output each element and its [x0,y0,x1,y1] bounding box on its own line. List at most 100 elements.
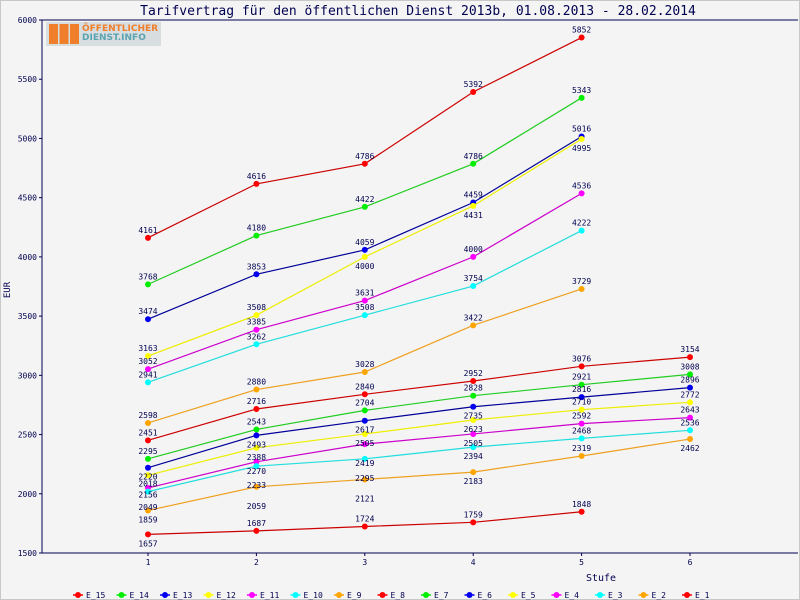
x-tick-label: 1 [146,558,151,567]
data-label: 2735 [464,412,483,421]
x-tick-label: 6 [688,558,693,567]
legend-item-label: E_11 [260,591,279,600]
data-label: 2059 [247,502,266,511]
data-label: 3853 [247,262,266,271]
data-point-e_10 [470,283,477,290]
data-point-e_3 [145,488,151,495]
y-tick-label: 4500 [18,194,37,203]
legend-item-label: E_9 [347,591,362,600]
data-label: 2462 [680,444,699,453]
data-label: 4161 [138,226,157,235]
data-point-e_2 [361,476,368,483]
data-point-e_14 [361,203,368,210]
data-point-e_5 [253,444,260,451]
legend-marker [510,592,516,598]
data-point-e_8 [253,405,260,412]
data-label: 1657 [138,539,157,548]
data-label: 2543 [247,417,266,426]
data-point-e_5 [578,406,585,413]
data-point-e_6 [253,432,260,439]
data-label: 3508 [247,303,266,312]
data-label: 3028 [355,360,374,369]
x-tick-label: 5 [579,558,584,567]
data-point-e_13 [253,271,260,278]
legend-item-label: E_13 [173,591,192,600]
legend-item-label: E_7 [434,591,449,600]
data-label: 2896 [680,376,699,385]
legend-item-label: E_15 [86,591,105,600]
data-point-e_12 [145,353,151,360]
data-label: 4616 [247,172,266,181]
data-point-e_2 [145,507,151,514]
data-point-e_6 [361,417,368,424]
data-label: 2828 [464,384,483,393]
data-label: 2319 [572,444,591,453]
data-label: 4222 [572,219,591,228]
data-point-e_7 [361,407,368,414]
data-label: 2049 [138,503,157,512]
data-point-e_4 [361,441,368,448]
data-point-e_10 [361,312,368,319]
data-label: 3385 [247,318,266,327]
data-point-e_6 [687,384,693,391]
data-point-e_13 [361,246,368,253]
data-point-e_13 [145,316,151,323]
data-point-e_1 [361,523,368,530]
series-line-e_8 [147,356,691,441]
y-tick-label: 6000 [18,16,37,25]
legend-marker [423,592,429,598]
data-point-e_3 [470,444,477,451]
data-point-e_6 [578,394,585,401]
data-point-e_2 [470,469,477,476]
data-point-e_8 [145,437,151,444]
data-point-e_12 [361,253,368,260]
data-label: 2816 [572,385,591,394]
data-label: 3768 [138,272,157,281]
data-label: 2710 [572,398,591,407]
logo-icon [49,24,79,44]
data-label: 4422 [355,195,374,204]
data-point-e_12 [470,202,477,209]
data-point-e_1 [145,531,151,538]
data-label: 2295 [138,447,157,456]
data-point-e_1 [470,519,477,526]
data-point-e_14 [145,281,151,288]
legend-item-label: E_14 [130,591,149,600]
data-label: 3422 [464,313,483,322]
data-point-e_11 [361,297,368,304]
legend-marker [292,592,299,598]
data-point-e_10 [253,341,260,348]
data-point-e_11 [470,253,477,260]
data-point-e_8 [578,363,585,370]
data-label: 3729 [572,277,591,286]
data-label: 2220 [138,473,157,482]
y-tick-label: 3500 [18,312,37,321]
data-label: 2233 [247,481,266,490]
series-line-e_3 [147,429,691,493]
data-label: 2840 [355,382,374,391]
data-point-e_5 [361,430,368,437]
legend-item-label: E_3 [608,591,623,600]
y-tick-label: 1500 [18,549,37,558]
data-label: 5016 [572,125,591,134]
data-point-e_9 [470,322,477,329]
data-point-e_7 [578,381,585,388]
data-point-e_3 [253,463,260,470]
legend-marker [205,592,212,598]
data-point-e_6 [470,403,477,410]
data-point-e_1 [578,508,585,515]
data-point-e_11 [578,190,585,197]
data-label: 1859 [138,515,157,524]
data-point-e_7 [687,371,693,378]
data-label: 3008 [680,362,699,371]
series-line-e_4 [147,417,691,489]
legend-item-label: E_4 [565,591,580,600]
legend-marker [684,592,690,598]
legend-item-label: E_12 [217,591,236,600]
legend-item-label: E_8 [391,591,406,600]
data-point-e_9 [145,419,151,426]
data-label: 2493 [247,440,266,449]
data-point-e_8 [361,391,368,398]
data-label: 2394 [464,452,483,461]
